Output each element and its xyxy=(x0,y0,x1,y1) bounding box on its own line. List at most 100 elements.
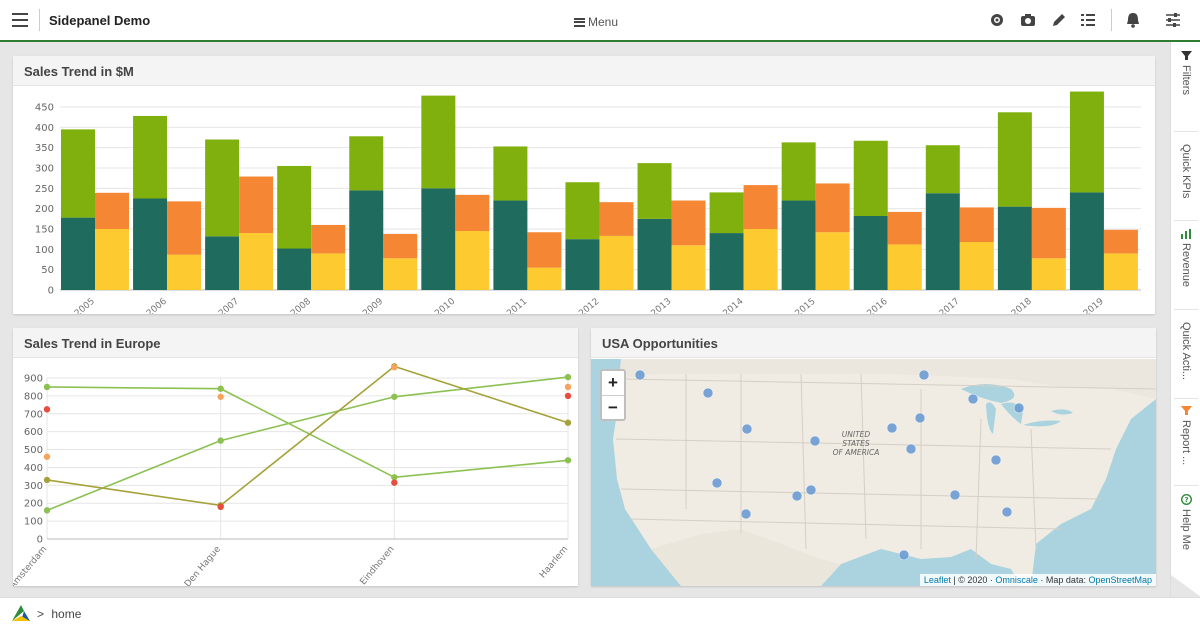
bar[interactable] xyxy=(1069,192,1104,290)
bar[interactable] xyxy=(1031,258,1066,290)
bar[interactable] xyxy=(853,140,888,216)
bar[interactable] xyxy=(527,267,562,290)
rail-revenue[interactable]: Revenue xyxy=(1171,228,1200,287)
bar[interactable] xyxy=(61,217,95,290)
bar[interactable] xyxy=(349,190,384,290)
bar[interactable] xyxy=(1031,207,1066,259)
bar[interactable] xyxy=(565,239,600,290)
rail-help-me[interactable]: ? Help Me xyxy=(1171,494,1200,550)
bar[interactable] xyxy=(599,235,634,290)
bar[interactable] xyxy=(781,200,816,290)
bar[interactable] xyxy=(493,200,528,290)
scatter-point[interactable] xyxy=(391,364,398,371)
bar[interactable] xyxy=(997,112,1032,207)
bar[interactable] xyxy=(1069,91,1104,193)
bar[interactable] xyxy=(239,233,274,290)
series-point[interactable] xyxy=(217,385,224,392)
bar[interactable] xyxy=(133,115,168,199)
rail-quick-actions[interactable]: Quick Acti... xyxy=(1171,318,1200,380)
zoom-in-button[interactable]: + xyxy=(608,373,618,392)
bar[interactable] xyxy=(743,185,778,229)
bar[interactable] xyxy=(167,254,202,290)
bar[interactable] xyxy=(277,165,312,249)
series-line[interactable] xyxy=(46,386,569,479)
series-point[interactable] xyxy=(43,507,51,514)
series-point[interactable] xyxy=(391,393,398,400)
bar[interactable] xyxy=(743,229,778,290)
bar[interactable] xyxy=(959,242,994,290)
rail-report[interactable]: Report ... xyxy=(1171,405,1200,465)
bar[interactable] xyxy=(61,129,95,218)
bar[interactable] xyxy=(925,145,960,194)
scatter-point[interactable] xyxy=(43,453,51,460)
osm-link[interactable]: OpenStreetMap xyxy=(1088,575,1152,585)
series-line[interactable] xyxy=(46,365,569,507)
bar[interactable] xyxy=(493,146,528,201)
bell-icon[interactable] xyxy=(1124,11,1142,29)
hamburger-menu-icon[interactable] xyxy=(12,13,28,27)
bar[interactable] xyxy=(205,236,240,290)
series-point[interactable] xyxy=(43,383,51,391)
bar[interactable] xyxy=(421,95,456,189)
bar[interactable] xyxy=(671,200,706,246)
bar[interactable] xyxy=(383,258,418,290)
bar[interactable] xyxy=(997,206,1032,290)
series-point[interactable] xyxy=(564,457,572,464)
app-logo[interactable] xyxy=(10,604,32,622)
bar[interactable] xyxy=(599,202,634,236)
gear-icon[interactable] xyxy=(988,11,1006,29)
menu-button[interactable]: Menu xyxy=(574,15,618,29)
bar[interactable] xyxy=(383,233,418,259)
scatter-point[interactable] xyxy=(217,393,224,400)
scatter-point[interactable] xyxy=(391,479,398,486)
bar[interactable] xyxy=(95,229,129,290)
scatter-point[interactable] xyxy=(43,406,51,413)
bar[interactable] xyxy=(671,245,706,290)
bar[interactable] xyxy=(349,136,384,191)
bar[interactable] xyxy=(311,224,346,254)
bar[interactable] xyxy=(1103,253,1138,290)
bar[interactable] xyxy=(959,207,994,243)
camera-icon[interactable] xyxy=(1019,11,1037,29)
bar[interactable] xyxy=(815,232,850,290)
bar[interactable] xyxy=(205,139,240,237)
bar[interactable] xyxy=(133,198,168,291)
bar[interactable] xyxy=(311,253,346,290)
scatter-point[interactable] xyxy=(564,392,572,400)
leaflet-link[interactable]: Leaflet xyxy=(923,575,951,585)
series-point[interactable] xyxy=(564,419,572,426)
rail-quick-kpis[interactable]: Quick KPIs xyxy=(1171,140,1200,198)
series-point[interactable] xyxy=(217,437,224,444)
bar[interactable] xyxy=(421,188,456,290)
bar[interactable] xyxy=(815,183,850,233)
list-icon[interactable] xyxy=(1079,11,1097,29)
bar[interactable] xyxy=(853,215,888,290)
series-point[interactable] xyxy=(391,474,398,481)
rail-filters[interactable]: Filters xyxy=(1171,50,1200,95)
bar[interactable] xyxy=(239,176,274,234)
bar[interactable] xyxy=(781,142,816,201)
bar[interactable] xyxy=(709,192,744,234)
bar[interactable] xyxy=(527,232,562,268)
series-point[interactable] xyxy=(564,373,572,381)
usa-map[interactable]: UNITED STATES OF AMERICA xyxy=(591,359,1156,586)
omniscale-link[interactable]: Omniscale xyxy=(995,575,1038,585)
bar[interactable] xyxy=(887,211,922,245)
series-point[interactable] xyxy=(43,476,51,484)
bar[interactable] xyxy=(565,182,600,240)
sliders-icon[interactable] xyxy=(1164,11,1182,29)
bar[interactable] xyxy=(637,218,672,290)
zoom-out-button[interactable]: − xyxy=(602,395,624,419)
series-line[interactable] xyxy=(46,376,569,512)
bar[interactable] xyxy=(709,233,744,290)
bar[interactable] xyxy=(1103,229,1138,254)
bar[interactable] xyxy=(167,201,202,255)
breadcrumb-home[interactable]: home xyxy=(51,607,82,621)
pencil-icon[interactable] xyxy=(1050,11,1068,29)
bar[interactable] xyxy=(455,194,490,232)
bar[interactable] xyxy=(887,244,922,290)
bar[interactable] xyxy=(95,192,129,229)
scatter-point[interactable] xyxy=(217,503,224,510)
bar[interactable] xyxy=(455,231,490,290)
bar[interactable] xyxy=(925,193,960,290)
